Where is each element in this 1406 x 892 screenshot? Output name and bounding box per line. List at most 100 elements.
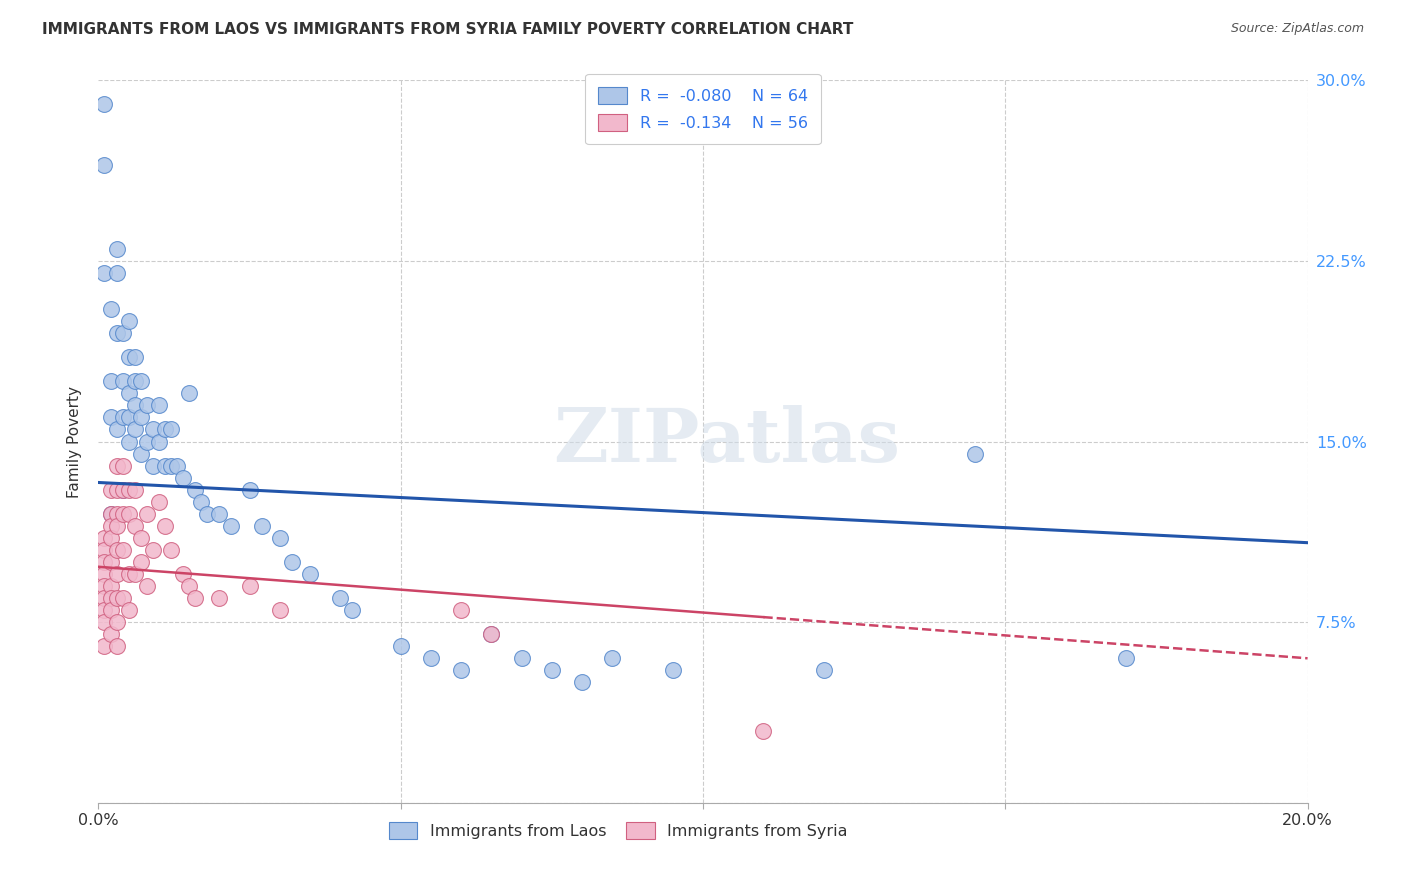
Point bbox=[153, 422, 176, 436]
Point bbox=[124, 350, 146, 364]
Point bbox=[135, 579, 157, 593]
Point bbox=[250, 518, 273, 533]
Point bbox=[111, 483, 134, 497]
Point bbox=[184, 483, 207, 497]
Point bbox=[93, 266, 115, 280]
Point bbox=[93, 555, 115, 569]
Point bbox=[752, 723, 775, 738]
Point bbox=[105, 458, 128, 473]
Point bbox=[93, 542, 115, 557]
Point bbox=[221, 518, 243, 533]
Point bbox=[602, 651, 624, 665]
Text: Source: ZipAtlas.com: Source: ZipAtlas.com bbox=[1230, 22, 1364, 36]
Point bbox=[100, 507, 122, 521]
Point bbox=[481, 627, 503, 641]
Point bbox=[153, 518, 176, 533]
Point bbox=[965, 446, 987, 460]
Point bbox=[118, 386, 141, 401]
Point bbox=[93, 531, 115, 545]
Point bbox=[179, 579, 201, 593]
Point bbox=[239, 579, 262, 593]
Point bbox=[93, 579, 115, 593]
Point bbox=[100, 591, 122, 605]
Point bbox=[148, 494, 170, 508]
Point bbox=[111, 326, 134, 340]
Point bbox=[111, 483, 134, 497]
Point bbox=[129, 446, 152, 460]
Point bbox=[93, 615, 115, 630]
Point bbox=[481, 627, 503, 641]
Point bbox=[124, 398, 146, 412]
Point bbox=[105, 422, 128, 436]
Y-axis label: Family Poverty: Family Poverty bbox=[67, 385, 83, 498]
Point bbox=[142, 542, 165, 557]
Point bbox=[118, 350, 141, 364]
Point bbox=[100, 410, 122, 425]
Point bbox=[100, 483, 122, 497]
Point bbox=[510, 651, 533, 665]
Point bbox=[100, 555, 122, 569]
Point bbox=[329, 591, 352, 605]
Point bbox=[153, 458, 176, 473]
Point bbox=[571, 675, 593, 690]
Point bbox=[342, 603, 364, 617]
Point bbox=[281, 555, 304, 569]
Point bbox=[124, 483, 146, 497]
Point bbox=[166, 458, 188, 473]
Point bbox=[93, 157, 115, 171]
Point bbox=[135, 398, 157, 412]
Point bbox=[129, 531, 152, 545]
Point bbox=[269, 603, 291, 617]
Point bbox=[389, 639, 412, 653]
Point bbox=[111, 410, 134, 425]
Point bbox=[299, 567, 322, 582]
Point bbox=[105, 567, 128, 582]
Point bbox=[105, 542, 128, 557]
Point bbox=[160, 542, 183, 557]
Point bbox=[195, 507, 218, 521]
Point bbox=[1115, 651, 1137, 665]
Point bbox=[100, 603, 122, 617]
Point bbox=[190, 494, 212, 508]
Point bbox=[105, 266, 128, 280]
Point bbox=[450, 603, 472, 617]
Point bbox=[129, 374, 152, 388]
Text: ZIPatlas: ZIPatlas bbox=[554, 405, 901, 478]
Point bbox=[148, 398, 170, 412]
Point bbox=[111, 591, 134, 605]
Point bbox=[93, 97, 115, 112]
Point bbox=[239, 483, 262, 497]
Point bbox=[100, 301, 122, 317]
Point bbox=[105, 615, 128, 630]
Point bbox=[269, 531, 291, 545]
Point bbox=[813, 664, 835, 678]
Point bbox=[105, 518, 128, 533]
Point bbox=[129, 410, 152, 425]
Point bbox=[105, 507, 128, 521]
Point bbox=[111, 507, 134, 521]
Point bbox=[118, 410, 141, 425]
Point bbox=[100, 374, 122, 388]
Point bbox=[450, 664, 472, 678]
Point bbox=[124, 567, 146, 582]
Point bbox=[208, 507, 231, 521]
Point bbox=[105, 639, 128, 653]
Legend: Immigrants from Laos, Immigrants from Syria: Immigrants from Laos, Immigrants from Sy… bbox=[382, 815, 855, 846]
Point bbox=[420, 651, 443, 665]
Point bbox=[105, 591, 128, 605]
Point bbox=[100, 579, 122, 593]
Point bbox=[142, 422, 165, 436]
Point bbox=[142, 458, 165, 473]
Point bbox=[93, 639, 115, 653]
Point bbox=[111, 542, 134, 557]
Point bbox=[118, 567, 141, 582]
Point bbox=[118, 314, 141, 328]
Point bbox=[135, 434, 157, 449]
Point bbox=[105, 242, 128, 256]
Point bbox=[661, 664, 683, 678]
Point bbox=[124, 422, 146, 436]
Point bbox=[100, 627, 122, 641]
Point bbox=[93, 567, 115, 582]
Point bbox=[172, 567, 194, 582]
Point bbox=[124, 518, 146, 533]
